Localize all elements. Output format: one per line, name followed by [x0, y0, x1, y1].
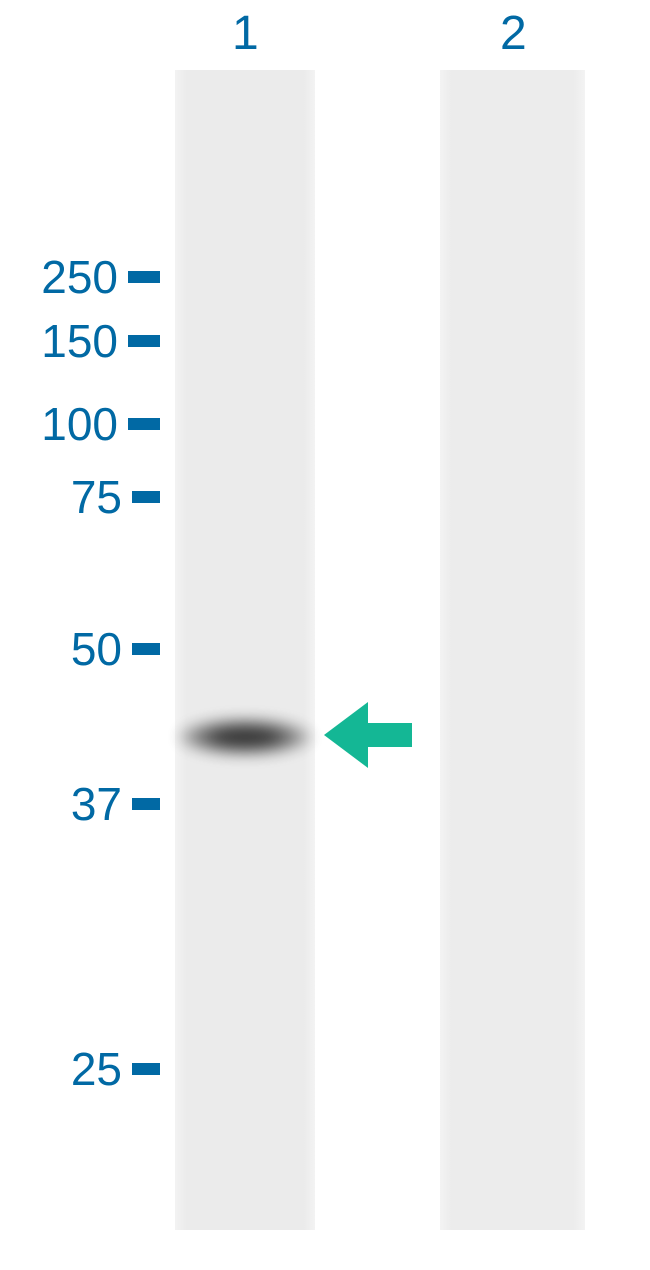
band-indicator-arrow: [324, 702, 412, 768]
marker-label: 100: [41, 397, 118, 451]
protein-band: [178, 718, 312, 756]
marker-100kda: 100: [0, 397, 160, 451]
marker-50kda: 50: [0, 622, 160, 676]
marker-label: 250: [41, 250, 118, 304]
lane-2-label: 2: [500, 6, 527, 61]
marker-tick-icon: [132, 643, 160, 655]
lane-1-label: 1: [232, 6, 259, 61]
marker-75kda: 75: [0, 470, 160, 524]
marker-tick-icon: [132, 491, 160, 503]
marker-label: 150: [41, 314, 118, 368]
marker-150kda: 150: [0, 314, 160, 368]
blot-canvas: 1 2 250 150 100 75 50 37 25: [0, 0, 650, 1270]
marker-label: 37: [71, 777, 122, 831]
marker-250kda: 250: [0, 250, 160, 304]
marker-label: 50: [71, 622, 122, 676]
marker-tick-icon: [128, 418, 160, 430]
marker-tick-icon: [128, 271, 160, 283]
marker-tick-icon: [132, 798, 160, 810]
marker-37kda: 37: [0, 777, 160, 831]
marker-label: 75: [71, 470, 122, 524]
lane-2-strip: [440, 70, 585, 1230]
marker-25kda: 25: [0, 1042, 160, 1096]
marker-tick-icon: [132, 1063, 160, 1075]
lane-1-strip: [175, 70, 315, 1230]
marker-tick-icon: [128, 335, 160, 347]
marker-label: 25: [71, 1042, 122, 1096]
arrow-shaft: [368, 723, 412, 747]
arrow-head-icon: [324, 702, 368, 768]
